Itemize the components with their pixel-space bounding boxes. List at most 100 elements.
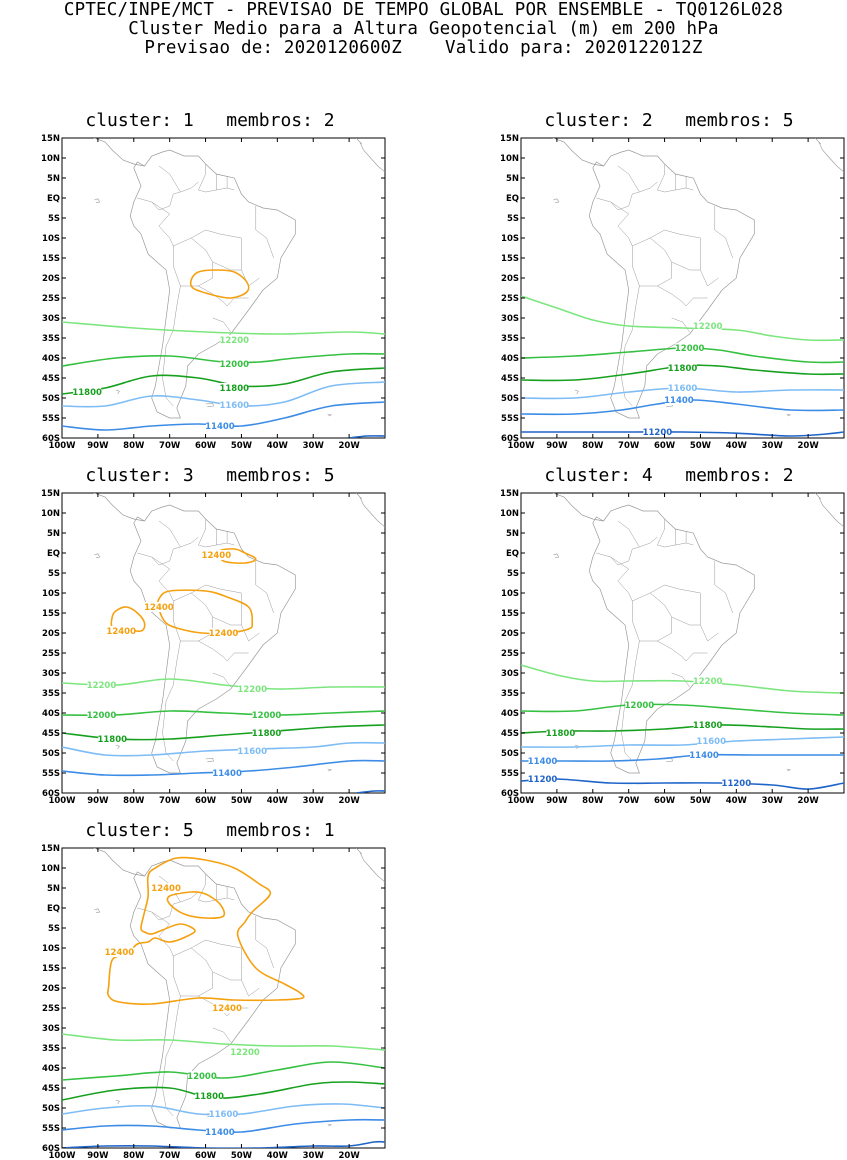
- coastline-central-america: [93, 848, 145, 877]
- island-outline: [356, 848, 362, 855]
- island-outline: [188, 479, 202, 489]
- contour-12400: [110, 606, 146, 633]
- contour-label-bg: [98, 734, 127, 744]
- island-outline: [359, 496, 385, 528]
- island-outline: [818, 496, 844, 528]
- country-border: [226, 652, 249, 662]
- contour-label-bg: [202, 550, 231, 560]
- panel-title: cluster: 3 membros: 5: [85, 465, 335, 486]
- panel-cluster-5: cluster: 5 membros: 1 12200 12000 11800 116…: [30, 820, 390, 1160]
- lon-tick-label: 40W: [267, 441, 289, 451]
- lat-tick-label: 45S: [42, 729, 60, 739]
- lat-tick-label: 10S: [42, 944, 60, 954]
- lon-tick-label: 20W: [339, 1151, 361, 1160]
- contour-label-12000: 12000: [252, 711, 282, 721]
- lat-tick-label: 20S: [501, 274, 519, 284]
- lat-tick-label: 5N: [47, 529, 60, 539]
- contour-label-bg: [205, 421, 234, 431]
- contour-12200: [62, 1033, 385, 1051]
- island-outline: [94, 553, 101, 559]
- lat-tick-label: 10N: [500, 154, 519, 164]
- island-outline: [115, 389, 120, 395]
- country-border: [212, 616, 242, 626]
- lat-tick-label: 55S: [501, 769, 519, 779]
- contour-11200: [349, 435, 385, 438]
- country-border: [657, 640, 687, 662]
- contour-label-bg: [252, 728, 281, 738]
- panel-title: cluster: 2 membros: 5: [544, 110, 794, 131]
- island-outline: [356, 493, 362, 500]
- contour-11800: [62, 1081, 385, 1101]
- country-border: [632, 237, 672, 278]
- contour-12400: [189, 269, 250, 299]
- lat-tick-label: 50S: [42, 1104, 60, 1114]
- country-border: [180, 891, 199, 903]
- subtitle: Cluster Medio para a Altura Geopotencial…: [128, 19, 719, 39]
- contour-label-bg: [220, 383, 249, 393]
- country-border: [173, 975, 213, 997]
- contour-label-12400: 12400: [209, 629, 239, 639]
- contour-12200: [62, 678, 385, 690]
- lat-tick-label: 10N: [41, 864, 60, 874]
- contour-11600: [62, 741, 385, 757]
- island-outline: [115, 744, 120, 750]
- contour-11200: [356, 790, 385, 793]
- country-border: [685, 297, 708, 307]
- island-outline: [356, 138, 362, 145]
- country-border: [180, 181, 199, 193]
- contour-label-12000: 12000: [187, 1072, 217, 1082]
- lon-tick-label: 70W: [159, 1151, 181, 1160]
- island-outline: [94, 908, 101, 914]
- contour-11200: [521, 431, 844, 437]
- country-border: [173, 947, 213, 988]
- contour-label-11800: 11800: [194, 1092, 224, 1102]
- lon-tick-label: 60W: [195, 796, 217, 806]
- contour-label-bg: [690, 750, 719, 760]
- contour-label-bg: [220, 335, 249, 345]
- contour-label-bg: [675, 343, 704, 353]
- lat-tick-label: 55S: [42, 769, 60, 779]
- contour-12000: [62, 710, 385, 717]
- contour-label-bg: [231, 1047, 260, 1057]
- lat-tick-label: 35S: [42, 689, 60, 699]
- panel-cluster-1: cluster: 1 membros: 2 12200 12000 11800 118…: [30, 110, 390, 460]
- country-border: [657, 164, 694, 193]
- country-border: [180, 536, 199, 548]
- lat-tick-label: 20S: [42, 984, 60, 994]
- contour-label-11800: 11800: [693, 721, 723, 731]
- contour-label-11200: 11200: [722, 779, 752, 789]
- lat-tick-label: 5N: [47, 174, 60, 184]
- lat-tick-label: 25S: [501, 294, 519, 304]
- country-border: [162, 640, 181, 762]
- country-border: [173, 237, 213, 278]
- lat-tick-label: 15N: [41, 489, 60, 499]
- contour-label-12400: 12400: [202, 551, 232, 561]
- country-border: [671, 672, 690, 688]
- contour-label-11600: 11600: [237, 747, 267, 757]
- country-border: [714, 206, 733, 259]
- coastline: [129, 149, 296, 419]
- contour-label-bg: [105, 947, 134, 957]
- lon-tick-label: 40W: [726, 441, 748, 451]
- lon-tick-label: 80W: [123, 441, 145, 451]
- contour-label-bg: [238, 746, 267, 756]
- contour-label-bg: [213, 768, 242, 778]
- lon-tick-label: 40W: [267, 1151, 289, 1160]
- lat-tick-label: 15S: [42, 254, 60, 264]
- country-border: [173, 620, 213, 642]
- contour-label-bg: [693, 676, 722, 686]
- lon-tick-label: 20W: [798, 796, 820, 806]
- country-border: [151, 520, 181, 566]
- lon-tick-label: 40W: [267, 796, 289, 806]
- contour-11600: [62, 381, 385, 408]
- country-border: [671, 261, 701, 271]
- lat-tick-label: 35S: [42, 334, 60, 344]
- country-border: [212, 971, 242, 981]
- lon-tick-label: 70W: [618, 796, 640, 806]
- map-cluster-5: 12200 12000 11800 11600 11400 12400 12400 12400…: [41, 844, 386, 1160]
- contour-label-bg: [668, 363, 697, 373]
- lon-tick-label: 80W: [123, 796, 145, 806]
- plot-frame: [520, 492, 845, 794]
- island-outline: [359, 141, 385, 173]
- map-cluster-1: 12200 12000 11800 11800 11600 11400 15N 10N 5N EQ…: [41, 134, 386, 451]
